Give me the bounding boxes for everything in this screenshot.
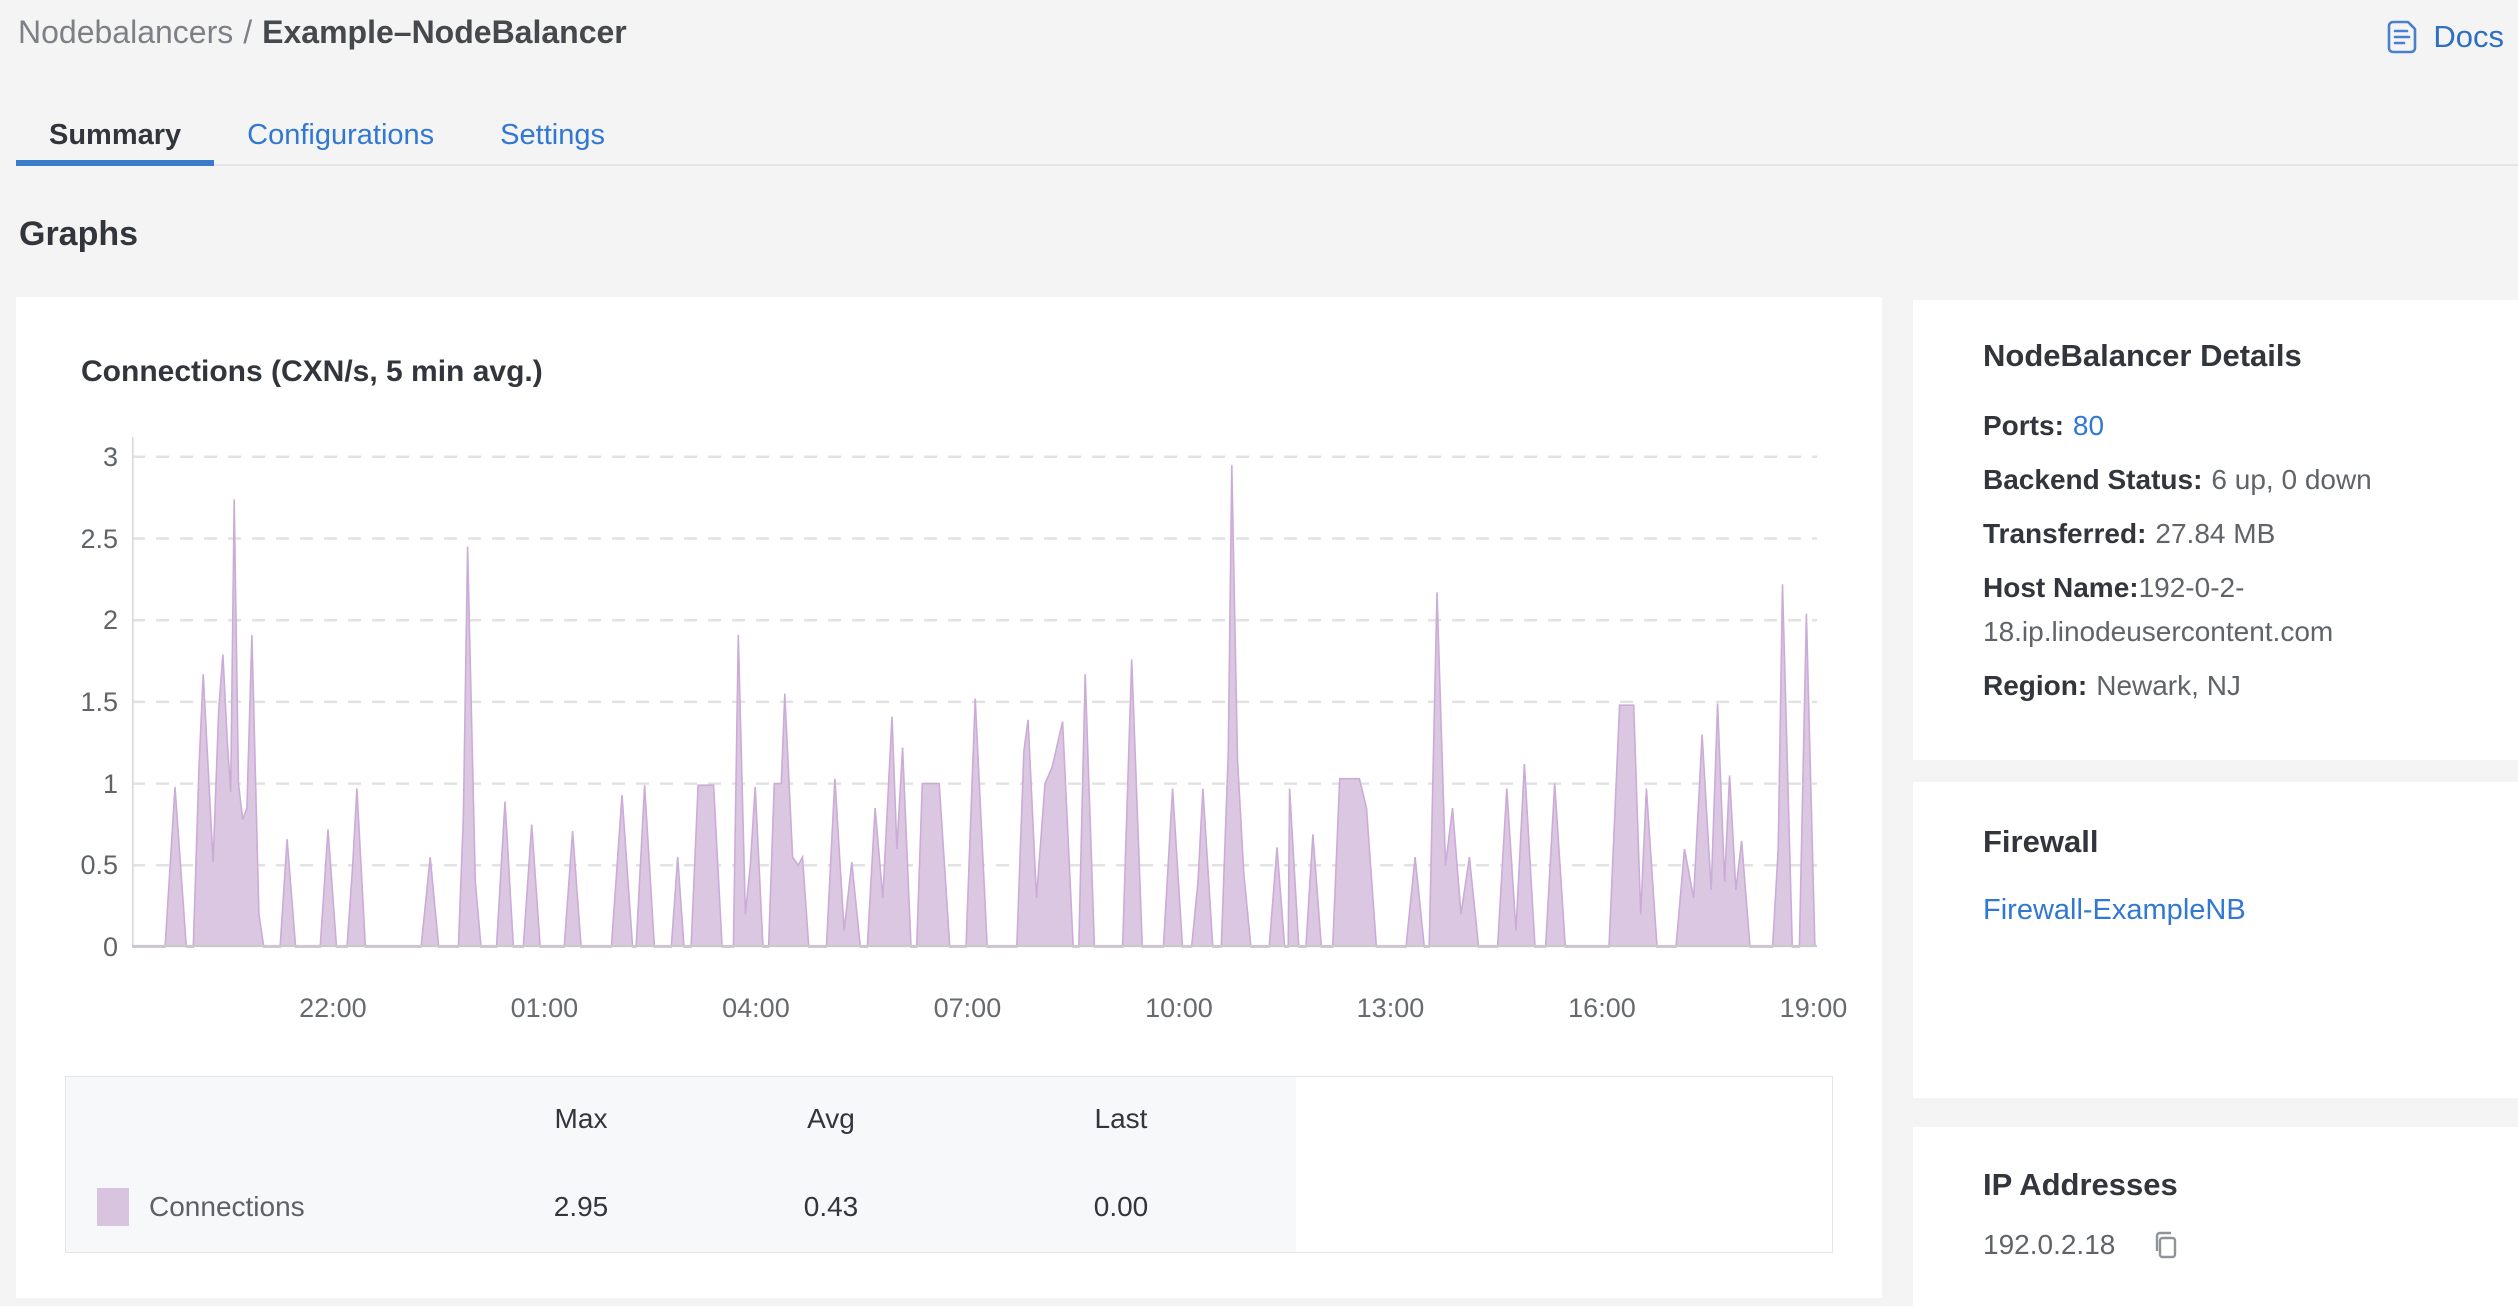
details-rows: Ports: 80 Backend Status: 6 up, 0 down Tra…: [1983, 404, 2458, 708]
docs-icon: [2384, 18, 2420, 56]
series-color-swatch: [97, 1187, 129, 1226]
ip-panel-title: IP Addresses: [1983, 1167, 2178, 1202]
breadcrumb-section[interactable]: Nodebalancers: [18, 14, 234, 50]
tab-bar: Summary Configurations Settings: [16, 110, 2518, 166]
host-name-row: Host Name:192-0-2-18.ip.linodeuserconten…: [1983, 566, 2458, 654]
tab-summary[interactable]: Summary: [16, 110, 215, 166]
legend-series-cell: Connections: [66, 1161, 446, 1252]
transferred-label: Transferred:: [1983, 518, 2147, 549]
connections-chart-plot: 0 0.5 1 1.5 2 2.5 3 22:00 01:00 04:00 07:00 10:00 1…: [80, 437, 1847, 1023]
connections-chart-card: Connections (CXN/s, 5 min avg.) 0 0.5 1 1.5…: [16, 297, 1882, 1298]
series-name[interactable]: Connections: [149, 1190, 305, 1222]
legend-last-value: 0.00: [946, 1161, 1296, 1252]
y-tick-label: 0.5: [80, 850, 118, 881]
legend-series-row: Connections 2.95 0.43 0.00: [66, 1161, 1832, 1252]
x-tick-label: 16:00: [1568, 993, 1636, 1023]
ip-addresses-panel: IP Addresses 192.0.2.18: [1913, 1127, 2518, 1306]
ports-label: Ports:: [1983, 410, 2064, 441]
region-value: Newark, NJ: [2096, 670, 2241, 701]
breadcrumb-current: Example–NodeBalancer: [262, 14, 627, 50]
legend-header-row: Max Avg Last: [66, 1077, 1832, 1161]
connections-area-chart: [132, 437, 1817, 948]
chart-legend-table: Max Avg Last Connections 2.95 0.43 0.00: [65, 1076, 1833, 1253]
firewall-panel-title: Firewall: [1983, 824, 2099, 859]
docs-label: Docs: [2433, 19, 2504, 54]
region-label: Region:: [1983, 670, 2088, 701]
legend-header-max: Max: [446, 1077, 716, 1161]
legend-header-filler: [1296, 1077, 1832, 1161]
legend-avg-value: 0.43: [716, 1161, 946, 1252]
x-tick-label: 01:00: [510, 993, 579, 1023]
legend-header-last: Last: [946, 1077, 1296, 1161]
docs-link[interactable]: Docs: [2384, 18, 2504, 56]
x-tick-label: 10:00: [1145, 993, 1213, 1023]
x-tick-label: 22:00: [299, 993, 367, 1023]
x-tick-label: 07:00: [933, 993, 1002, 1023]
copy-ip-button[interactable]: [2151, 1229, 2181, 1261]
host-name-label: Host Name:: [1983, 572, 2139, 603]
y-tick-label: 1.5: [80, 686, 118, 717]
backend-status-label: Backend Status:: [1983, 464, 2203, 495]
backend-status-value: 6 up, 0 down: [2211, 464, 2372, 495]
nodebalancer-details-panel: NodeBalancer Details Ports: 80 Backend St…: [1913, 300, 2518, 760]
legend-header-spacer: [66, 1077, 446, 1161]
legend-row-filler: [1296, 1161, 1832, 1252]
host-name-value: 192-0-2-18.ip.linodeusercontent.com: [1983, 572, 2334, 647]
connections-area: [132, 465, 1815, 947]
transferred-row: Transferred: 27.84 MB: [1983, 512, 2458, 556]
tab-configurations[interactable]: Configurations: [247, 119, 435, 151]
legend-header-avg: Avg: [716, 1077, 946, 1161]
ip-address-value: 192.0.2.18: [1983, 1229, 2116, 1260]
ports-row: Ports: 80: [1983, 404, 2458, 448]
breadcrumb: Nodebalancers / Example–NodeBalancer: [18, 14, 627, 51]
details-panel-title: NodeBalancer Details: [1983, 338, 2302, 373]
ip-address-row: 192.0.2.18: [1983, 1229, 2458, 1261]
firewall-link[interactable]: Firewall-ExampleNB: [1983, 894, 2246, 926]
backend-status-row: Backend Status: 6 up, 0 down: [1983, 458, 2458, 502]
y-tick-label: 2.5: [80, 523, 118, 554]
page-section-title: Graphs: [19, 215, 139, 253]
transferred-value: 27.84 MB: [2155, 518, 2276, 549]
y-tick-label: 2: [102, 605, 118, 636]
legend-max-value: 2.95: [446, 1161, 716, 1252]
x-tick-label: 13:00: [1356, 993, 1425, 1023]
y-tick-label: 1: [102, 768, 118, 799]
firewall-panel: Firewall Firewall-ExampleNB: [1913, 782, 2518, 1098]
chart-title: Connections (CXN/s, 5 min avg.): [81, 355, 543, 388]
y-tick-label: 0: [102, 932, 118, 962]
y-tick-label: 3: [102, 441, 118, 472]
x-tick-label: 19:00: [1779, 993, 1848, 1023]
tab-settings[interactable]: Settings: [500, 119, 605, 151]
port-80-link[interactable]: 80: [2072, 410, 2105, 441]
region-row: Region: Newark, NJ: [1983, 664, 2458, 708]
breadcrumb-separator: /: [243, 14, 253, 50]
x-tick-label: 04:00: [722, 993, 790, 1023]
